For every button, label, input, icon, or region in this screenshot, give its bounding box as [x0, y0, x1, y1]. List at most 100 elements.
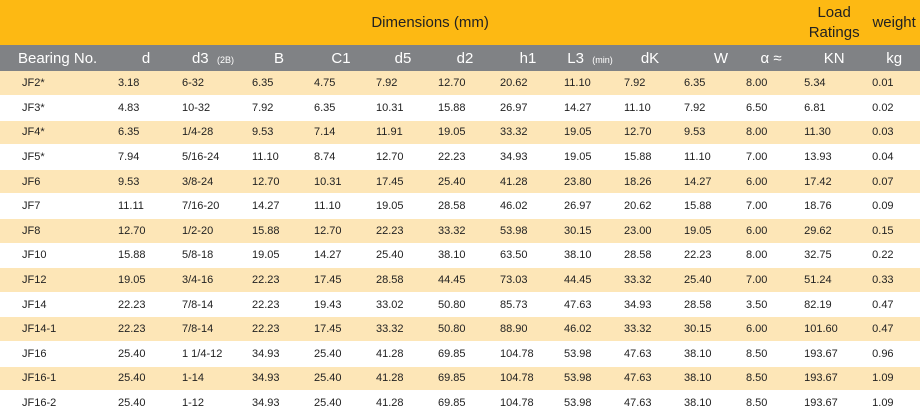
table-cell-w: 22.23 [680, 243, 742, 269]
table-cell-c1: 17.45 [310, 316, 372, 343]
table-cell-l3: 53.98 [560, 390, 620, 416]
table-cell-kn: 5.34 [800, 71, 869, 97]
table-cell-d3: 1 1/4-12 [178, 341, 248, 367]
header-h1: h1 [496, 45, 560, 71]
header-b: B [248, 45, 310, 71]
table-cell-d3: 3/8-24 [178, 169, 248, 195]
table-row: JF16 25.40 1 1/4-12 34.93 25.40 41.28 69.85 104… [0, 341, 920, 367]
table-cell-d3: 1/2-20 [178, 218, 248, 244]
table-cell-d5: 41.28 [372, 341, 434, 367]
table-cell-d: 25.40 [114, 390, 178, 416]
table-cell-c1: 11.10 [310, 193, 372, 220]
table-cell-alpha: 7.00 [742, 267, 801, 293]
table-cell-d3: 3/4-16 [178, 267, 248, 293]
bearing-number-cell: JF4* [0, 120, 114, 146]
bearing-number-cell: JF16 [0, 341, 114, 367]
table-cell-alpha: 8.50 [742, 341, 801, 367]
header-d2: d2 [434, 45, 496, 71]
table-cell-d3: 5/8-18 [178, 243, 248, 269]
table-cell-h1: 33.32 [496, 120, 560, 146]
bearing-number-cell: JF5* [0, 144, 114, 170]
table-cell-l3: 53.98 [560, 341, 620, 367]
table-row: JF12 19.05 3/4-16 22.23 17.45 28.58 44.45 73.03… [0, 267, 920, 293]
table-cell-d2: 15.88 [434, 95, 496, 121]
table-row: JF5* 7.94 5/16-24 11.10 8.74 12.70 22.23 34.93 1… [0, 144, 920, 170]
table-cell-d: 22.23 [114, 292, 178, 318]
table-cell-kn: 193.67 [800, 341, 869, 367]
header-c1-label: C1 [331, 49, 351, 67]
table-cell-alpha: 8.50 [742, 390, 801, 416]
table-cell-d5: 22.23 [372, 218, 434, 244]
table-cell-b: 22.23 [248, 316, 310, 343]
table-cell-alpha: 6.50 [742, 95, 801, 121]
dimensions-title: Dimensions (mm) [0, 0, 801, 45]
table-cell-l3: 44.45 [560, 267, 620, 293]
table-cell-kn: 101.60 [800, 316, 869, 343]
table-cell-kg: 0.03 [868, 120, 920, 146]
title-row: Dimensions (mm) Load Ratings weight [0, 0, 920, 45]
header-bearing-no: Bearing No. [0, 45, 114, 71]
header-l3: L3 (min) [560, 45, 620, 71]
table-cell-dk: 18.26 [620, 169, 680, 195]
table-cell-h1: 53.98 [496, 218, 560, 244]
table-cell-c1: 6.35 [310, 95, 372, 121]
table-cell-c1: 25.40 [310, 341, 372, 367]
table-cell-kn: 82.19 [800, 292, 869, 318]
table-cell-d2: 44.45 [434, 267, 496, 293]
table-cell-w: 38.10 [680, 341, 742, 367]
header-h1-label: h1 [519, 49, 537, 67]
table-cell-w: 25.40 [680, 267, 742, 293]
table-cell-dk: 34.93 [620, 292, 680, 318]
table-cell-d2: 38.10 [434, 243, 496, 269]
table-cell-d: 15.88 [114, 243, 178, 269]
table-cell-dk: 20.62 [620, 193, 680, 220]
table-cell-kn: 51.24 [800, 267, 869, 293]
table-cell-kg: 0.15 [868, 218, 920, 244]
table-cell-d5: 33.02 [372, 292, 434, 318]
table-cell-kg: 1.09 [868, 366, 920, 392]
header-bearing-no-label: Bearing No. [18, 49, 98, 67]
table-cell-w: 7.92 [680, 95, 742, 121]
bearing-number-cell: JF10 [0, 243, 114, 269]
table-cell-dk: 47.63 [620, 341, 680, 367]
header-c1: C1 [310, 45, 372, 71]
table-cell-b: 34.93 [248, 390, 310, 416]
table-cell-d5: 12.70 [372, 144, 434, 170]
table-cell-d: 3.18 [114, 71, 178, 97]
table-cell-b: 34.93 [248, 341, 310, 367]
table-cell-kn: 18.76 [800, 193, 869, 220]
table-row: JF6 9.53 3/8-24 12.70 10.31 17.45 25.40 41.28 23… [0, 169, 920, 195]
table-cell-alpha: 8.50 [742, 366, 801, 392]
table-cell-l3: 23.80 [560, 169, 620, 195]
table-cell-alpha: 3.50 [742, 292, 801, 318]
table-cell-c1: 25.40 [310, 366, 372, 392]
table-cell-c1: 4.75 [310, 71, 372, 97]
header-d3-sub: (2B) [217, 54, 235, 65]
header-d5: d5 [372, 45, 434, 71]
table-cell-kn: 193.67 [800, 390, 869, 416]
table-cell-dk: 7.92 [620, 71, 680, 97]
table-cell-h1: 88.90 [496, 316, 560, 343]
table-cell-d3: 1-14 [178, 366, 248, 392]
table-cell-kg: 0.02 [868, 95, 920, 121]
header-l3-sub: (min) [592, 54, 613, 65]
header-kn: KN [800, 45, 869, 71]
bearing-number-cell: JF7 [0, 193, 114, 220]
table-cell-kn: 13.93 [800, 144, 869, 170]
table-cell-w: 30.15 [680, 316, 742, 343]
table-cell-d2: 28.58 [434, 193, 496, 220]
table-cell-l3: 38.10 [560, 243, 620, 269]
header-dk: dK [620, 45, 680, 71]
bearing-number-cell: JF16-1 [0, 366, 114, 392]
header-d3-label: d3 [191, 49, 209, 67]
header-d-label: d [141, 49, 151, 67]
header-alpha-label: α ≈ [760, 49, 782, 67]
table-cell-d5: 41.28 [372, 366, 434, 392]
table-cell-h1: 73.03 [496, 267, 560, 293]
table-cell-kg: 0.09 [868, 193, 920, 220]
table-body: JF2* 3.18 6-32 6.35 4.75 7.92 12.70 20.62 11.10 7… [0, 71, 920, 416]
table-cell-b: 15.88 [248, 218, 310, 244]
table-cell-d: 6.35 [114, 120, 178, 146]
header-l3-label: L3 [567, 49, 584, 67]
